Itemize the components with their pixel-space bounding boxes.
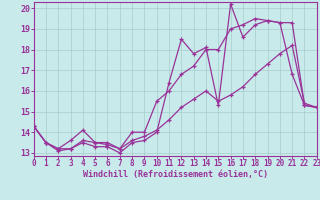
X-axis label: Windchill (Refroidissement éolien,°C): Windchill (Refroidissement éolien,°C) <box>83 170 268 179</box>
